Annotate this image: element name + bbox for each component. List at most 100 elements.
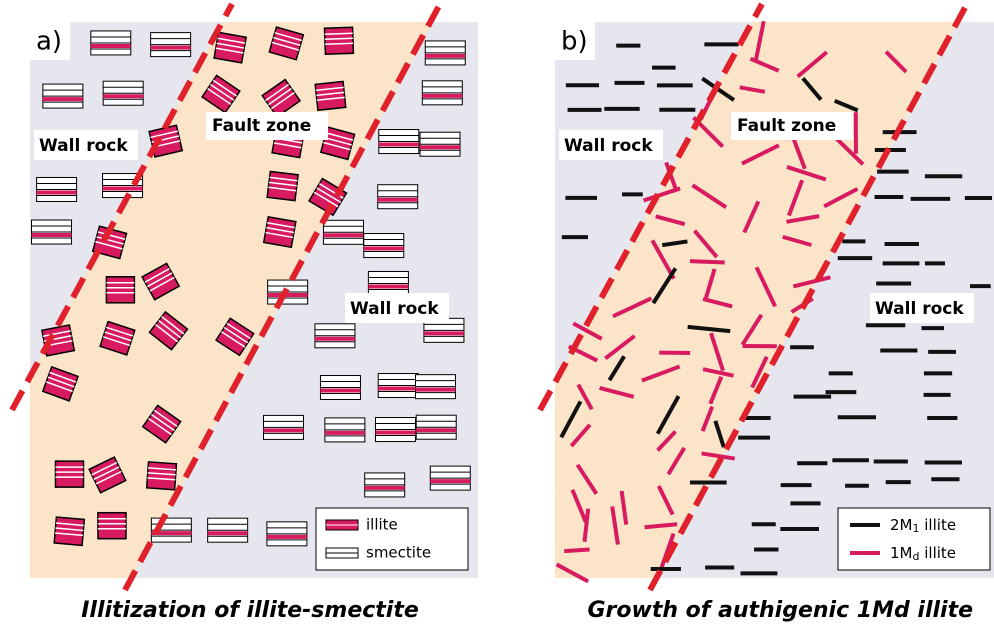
illite-1md — [884, 50, 908, 74]
illite-1md — [650, 239, 676, 280]
illite-layer — [323, 26, 355, 56]
clay-stack — [141, 404, 182, 444]
illite-2m1 — [661, 239, 688, 248]
illite-layer — [41, 365, 79, 402]
layer-line — [95, 240, 123, 250]
illite-layer — [262, 215, 297, 249]
legend-main: 1M — [890, 544, 913, 562]
clay-stack — [364, 472, 406, 498]
illite-1md — [572, 321, 603, 341]
panel-label: a) — [36, 27, 62, 57]
layer-line — [49, 371, 77, 383]
illite-1md — [693, 229, 719, 259]
layer-line — [221, 331, 246, 348]
layer-line — [147, 272, 173, 288]
illite-1md — [792, 275, 831, 289]
illite-1md — [655, 214, 686, 227]
fault-line — [647, 2, 970, 592]
illite-1md — [834, 136, 865, 166]
legend-rest: illite — [920, 516, 957, 534]
layer-line — [207, 88, 232, 105]
layer-line — [270, 92, 295, 110]
illite-1md — [569, 423, 592, 448]
layer-line — [144, 267, 170, 283]
wall-rock-label: Wall rock — [350, 299, 439, 319]
label-bg — [870, 293, 974, 323]
clay-stack — [91, 225, 128, 260]
clay-stack — [53, 516, 86, 547]
layer-line — [55, 527, 84, 532]
clay-stack — [40, 324, 76, 357]
clay-stack — [201, 74, 241, 114]
layer-line — [273, 36, 301, 47]
illite-1md — [612, 296, 653, 319]
illite-1md — [749, 56, 780, 73]
layer-line — [265, 231, 294, 239]
illite-2m1 — [687, 324, 731, 334]
label-bg — [559, 130, 663, 160]
clay-stack — [314, 80, 347, 112]
layer-line — [55, 522, 84, 527]
illite-1md — [708, 376, 724, 405]
illite-layer — [99, 320, 136, 356]
layer-line — [212, 79, 237, 97]
illite-1md — [659, 532, 676, 569]
layer-line — [223, 326, 249, 344]
label-bg — [731, 112, 853, 140]
layer-line — [324, 37, 353, 40]
illite-1md — [642, 186, 681, 203]
clay-stack — [377, 184, 419, 210]
layer-line — [313, 191, 339, 208]
clay-stack — [266, 170, 299, 202]
label-bg — [30, 22, 70, 60]
legend-sub: 1 — [913, 522, 920, 535]
illite-1md — [701, 451, 736, 461]
clay-stack — [363, 233, 405, 259]
illite-1md — [576, 383, 594, 411]
illite-1md — [582, 508, 591, 542]
illite-1md — [599, 385, 635, 399]
layer-line — [148, 417, 172, 436]
clay-stack — [421, 80, 463, 106]
clay-stack — [319, 375, 361, 401]
legend-label: 2M1 illite — [890, 516, 956, 536]
illite-1md — [564, 547, 590, 554]
fault-line — [9, 2, 235, 412]
illite-1md — [555, 562, 590, 584]
illite-1md — [702, 297, 733, 309]
legend-rest: illite — [919, 544, 956, 562]
layer-line — [315, 86, 344, 92]
clay-stack — [266, 521, 308, 547]
clay-stack — [90, 30, 132, 56]
clay-stack — [415, 414, 457, 440]
layer-line — [274, 32, 302, 42]
illite-1md — [644, 522, 678, 530]
illite-1md — [702, 367, 734, 378]
layer-line — [147, 477, 176, 481]
illite-layer — [148, 124, 184, 158]
illite-layer — [53, 516, 86, 547]
illite-1md — [741, 143, 780, 166]
layer-line — [267, 221, 295, 229]
layer-line — [216, 42, 245, 49]
layer-line — [153, 409, 178, 428]
illite-layer — [213, 31, 248, 64]
clay-stack — [148, 310, 189, 351]
clay-stack — [429, 465, 471, 491]
layer-line — [325, 132, 354, 141]
illite-layer — [97, 511, 127, 540]
illite-1md — [656, 430, 677, 452]
clay-stack — [150, 32, 192, 58]
illite-2m1 — [559, 400, 583, 439]
clay-stack — [419, 131, 461, 157]
layer-line — [268, 186, 297, 192]
clay-stack — [97, 511, 127, 540]
layer-line — [316, 96, 345, 102]
layer-line — [150, 130, 178, 139]
clay-stack — [378, 129, 420, 155]
layer-line — [91, 461, 118, 476]
illite-1md — [570, 489, 588, 523]
illite-1md — [610, 506, 620, 545]
clay-stack — [314, 323, 356, 349]
